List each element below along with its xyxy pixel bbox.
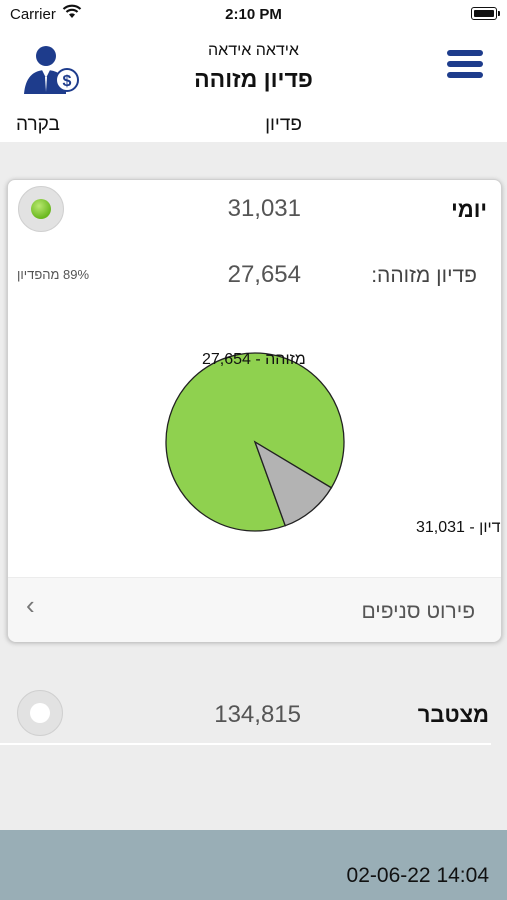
- svg-text:$: $: [63, 73, 72, 90]
- daily-revenue-value: 31,031: [227, 195, 301, 222]
- column-headers: בקרה פדיון: [0, 104, 507, 142]
- carrier-label: Carrier: [10, 6, 56, 23]
- daily-card: 31,031 יומי 89% מהפדיון 27,654 פדיון מזו…: [7, 179, 502, 642]
- cumulative-value: 134,815: [214, 701, 301, 728]
- wifi-icon: [62, 4, 82, 18]
- pie-slice-label: פדיון - 31,031: [416, 519, 501, 536]
- branches-link[interactable]: פירוט סניפים: [361, 600, 475, 623]
- battery-icon: [471, 7, 500, 20]
- cumulative-label: מצטבר: [417, 702, 489, 727]
- daily-label: יומי: [451, 197, 487, 222]
- identified-value: 27,654: [227, 261, 301, 288]
- header-subtitle: אידאה אידאה: [208, 42, 299, 59]
- identified-label: פדיון מזוהה:: [371, 264, 477, 287]
- identified-percent: 89% מהפדיון: [17, 267, 90, 282]
- divider: [0, 743, 491, 745]
- page-title: פדיון מזוהה: [194, 66, 313, 92]
- column-header-control: בקרה: [16, 114, 60, 135]
- app-header: $ אידאה אידאה פדיון מזוהה: [0, 28, 507, 105]
- pie-slice-label: מזוהה - 27,654: [202, 351, 306, 368]
- pie-slice: [253, 440, 333, 527]
- user-money-icon[interactable]: $: [22, 44, 80, 94]
- cumulative-status-lamp: [17, 690, 63, 736]
- menu-icon[interactable]: [447, 50, 483, 82]
- status-dot-icon: [30, 703, 50, 723]
- cumulative-row: 134,815 מצטבר: [0, 684, 507, 742]
- pie-chart: מזוהה - 27,654 פדיון - 31,031: [165, 351, 501, 536]
- column-header-revenue: פדיון: [265, 114, 302, 135]
- status-time: 2:10 PM: [225, 6, 282, 23]
- chevron-left-icon[interactable]: ‹: [26, 590, 35, 620]
- status-dot-icon: [31, 199, 51, 219]
- update-timestamp: 02-06-22 14:04: [346, 864, 489, 887]
- bottom-bar: 02-06-22 14:04: [0, 830, 507, 900]
- status-bar: Carrier 2:10 PM: [0, 0, 507, 28]
- daily-status-lamp: [18, 186, 64, 232]
- branches-link-row[interactable]: ‹ פירוט סניפים: [8, 577, 501, 642]
